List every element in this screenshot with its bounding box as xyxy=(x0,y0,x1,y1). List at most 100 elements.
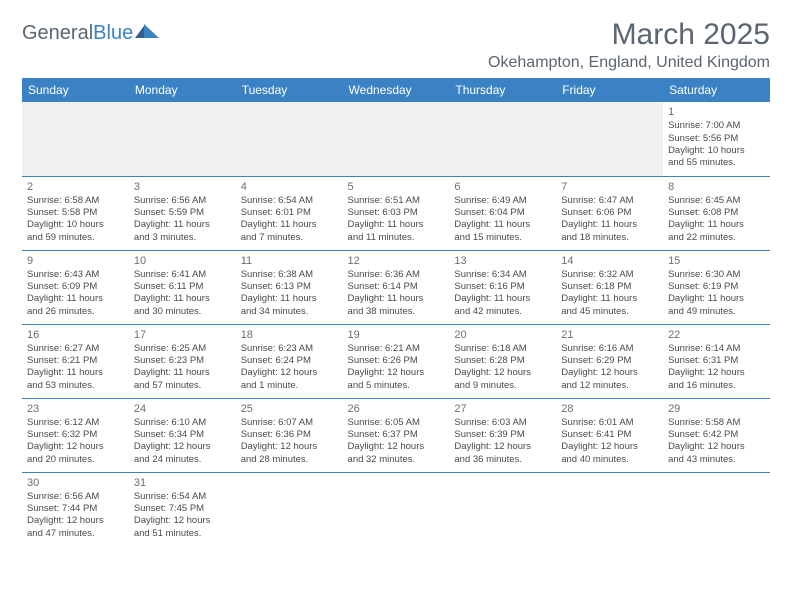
sunset-text: Sunset: 6:08 PM xyxy=(668,207,765,219)
daylight-text: Daylight: 12 hours xyxy=(454,367,551,379)
daylight-text: Daylight: 12 hours xyxy=(561,441,658,453)
daylight-text: and 40 minutes. xyxy=(561,454,658,466)
sunset-text: Sunset: 6:04 PM xyxy=(454,207,551,219)
location-text: Okehampton, England, United Kingdom xyxy=(488,54,770,72)
calendar-cell xyxy=(449,472,556,546)
calendar-cell: 16Sunrise: 6:27 AMSunset: 6:21 PMDayligh… xyxy=(22,324,129,398)
calendar-cell xyxy=(236,472,343,546)
daylight-text: and 7 minutes. xyxy=(241,232,338,244)
daylight-text: Daylight: 12 hours xyxy=(668,441,765,453)
daylight-text: and 49 minutes. xyxy=(668,306,765,318)
sunrise-text: Sunrise: 6:07 AM xyxy=(241,417,338,429)
daylight-text: Daylight: 12 hours xyxy=(134,441,231,453)
sunset-text: Sunset: 7:45 PM xyxy=(134,503,231,515)
calendar-cell: 29Sunrise: 5:58 AMSunset: 6:42 PMDayligh… xyxy=(663,398,770,472)
sunset-text: Sunset: 6:09 PM xyxy=(27,281,124,293)
daylight-text: and 57 minutes. xyxy=(134,380,231,392)
day-number: 5 xyxy=(348,180,445,194)
sunrise-text: Sunrise: 7:00 AM xyxy=(668,120,765,132)
sunrise-text: Sunrise: 6:41 AM xyxy=(134,269,231,281)
calendar-cell: 11Sunrise: 6:38 AMSunset: 6:13 PMDayligh… xyxy=(236,250,343,324)
day-number: 20 xyxy=(454,328,551,342)
calendar-cell: 18Sunrise: 6:23 AMSunset: 6:24 PMDayligh… xyxy=(236,324,343,398)
daylight-text: Daylight: 12 hours xyxy=(348,367,445,379)
daylight-text: Daylight: 11 hours xyxy=(348,219,445,231)
day-number: 22 xyxy=(668,328,765,342)
day-number: 16 xyxy=(27,328,124,342)
calendar-cell: 22Sunrise: 6:14 AMSunset: 6:31 PMDayligh… xyxy=(663,324,770,398)
day-number: 10 xyxy=(134,254,231,268)
calendar-cell xyxy=(236,102,343,176)
sunset-text: Sunset: 5:58 PM xyxy=(27,207,124,219)
day-number: 4 xyxy=(241,180,338,194)
calendar-row: 2Sunrise: 6:58 AMSunset: 5:58 PMDaylight… xyxy=(22,176,770,250)
calendar-row: 16Sunrise: 6:27 AMSunset: 6:21 PMDayligh… xyxy=(22,324,770,398)
sunset-text: Sunset: 5:56 PM xyxy=(668,133,765,145)
daylight-text: Daylight: 12 hours xyxy=(454,441,551,453)
sunrise-text: Sunrise: 6:16 AM xyxy=(561,343,658,355)
day-number: 12 xyxy=(348,254,445,268)
weekday-header: Tuesday xyxy=(236,78,343,102)
day-number: 30 xyxy=(27,476,124,490)
sunrise-text: Sunrise: 6:32 AM xyxy=(561,269,658,281)
daylight-text: and 42 minutes. xyxy=(454,306,551,318)
calendar-cell: 31Sunrise: 6:54 AMSunset: 7:45 PMDayligh… xyxy=(129,472,236,546)
daylight-text: Daylight: 10 hours xyxy=(27,219,124,231)
sunset-text: Sunset: 6:11 PM xyxy=(134,281,231,293)
weekday-header: Thursday xyxy=(449,78,556,102)
daylight-text: and 22 minutes. xyxy=(668,232,765,244)
daylight-text: Daylight: 12 hours xyxy=(134,515,231,527)
sunset-text: Sunset: 6:34 PM xyxy=(134,429,231,441)
sunset-text: Sunset: 6:13 PM xyxy=(241,281,338,293)
daylight-text: Daylight: 10 hours xyxy=(668,145,765,157)
sunrise-text: Sunrise: 6:34 AM xyxy=(454,269,551,281)
day-number: 3 xyxy=(134,180,231,194)
daylight-text: Daylight: 11 hours xyxy=(348,293,445,305)
calendar-cell xyxy=(663,472,770,546)
day-number: 6 xyxy=(454,180,551,194)
daylight-text: Daylight: 11 hours xyxy=(454,219,551,231)
sunset-text: Sunset: 6:01 PM xyxy=(241,207,338,219)
weekday-header: Sunday xyxy=(22,78,129,102)
calendar-cell xyxy=(343,472,450,546)
daylight-text: and 1 minute. xyxy=(241,380,338,392)
daylight-text: Daylight: 11 hours xyxy=(454,293,551,305)
daylight-text: and 32 minutes. xyxy=(348,454,445,466)
daylight-text: and 26 minutes. xyxy=(27,306,124,318)
day-number: 15 xyxy=(668,254,765,268)
sunset-text: Sunset: 6:14 PM xyxy=(348,281,445,293)
weekday-header: Monday xyxy=(129,78,236,102)
daylight-text: Daylight: 11 hours xyxy=(241,293,338,305)
calendar-cell: 1Sunrise: 7:00 AMSunset: 5:56 PMDaylight… xyxy=(663,102,770,176)
sunset-text: Sunset: 6:16 PM xyxy=(454,281,551,293)
header: GeneralBlue March 2025 Okehampton, Engla… xyxy=(22,18,770,72)
sunset-text: Sunset: 6:23 PM xyxy=(134,355,231,367)
calendar-row: 30Sunrise: 6:56 AMSunset: 7:44 PMDayligh… xyxy=(22,472,770,546)
daylight-text: and 15 minutes. xyxy=(454,232,551,244)
sunrise-text: Sunrise: 6:01 AM xyxy=(561,417,658,429)
daylight-text: Daylight: 12 hours xyxy=(27,515,124,527)
sunset-text: Sunset: 6:39 PM xyxy=(454,429,551,441)
daylight-text: Daylight: 11 hours xyxy=(134,219,231,231)
calendar-cell xyxy=(343,102,450,176)
sunrise-text: Sunrise: 5:58 AM xyxy=(668,417,765,429)
logo-text-blue: Blue xyxy=(93,22,133,44)
daylight-text: and 51 minutes. xyxy=(134,528,231,540)
daylight-text: and 34 minutes. xyxy=(241,306,338,318)
daylight-text: Daylight: 12 hours xyxy=(668,367,765,379)
sunrise-text: Sunrise: 6:58 AM xyxy=(27,195,124,207)
calendar-cell: 27Sunrise: 6:03 AMSunset: 6:39 PMDayligh… xyxy=(449,398,556,472)
sunrise-text: Sunrise: 6:18 AM xyxy=(454,343,551,355)
calendar-cell: 28Sunrise: 6:01 AMSunset: 6:41 PMDayligh… xyxy=(556,398,663,472)
daylight-text: and 47 minutes. xyxy=(27,528,124,540)
sunrise-text: Sunrise: 6:25 AM xyxy=(134,343,231,355)
calendar-cell: 17Sunrise: 6:25 AMSunset: 6:23 PMDayligh… xyxy=(129,324,236,398)
sunset-text: Sunset: 6:36 PM xyxy=(241,429,338,441)
daylight-text: and 55 minutes. xyxy=(668,157,765,169)
calendar-cell xyxy=(129,102,236,176)
sunset-text: Sunset: 6:06 PM xyxy=(561,207,658,219)
calendar-cell: 9Sunrise: 6:43 AMSunset: 6:09 PMDaylight… xyxy=(22,250,129,324)
day-number: 19 xyxy=(348,328,445,342)
calendar-cell: 2Sunrise: 6:58 AMSunset: 5:58 PMDaylight… xyxy=(22,176,129,250)
logo-text-gray: General xyxy=(22,22,93,44)
